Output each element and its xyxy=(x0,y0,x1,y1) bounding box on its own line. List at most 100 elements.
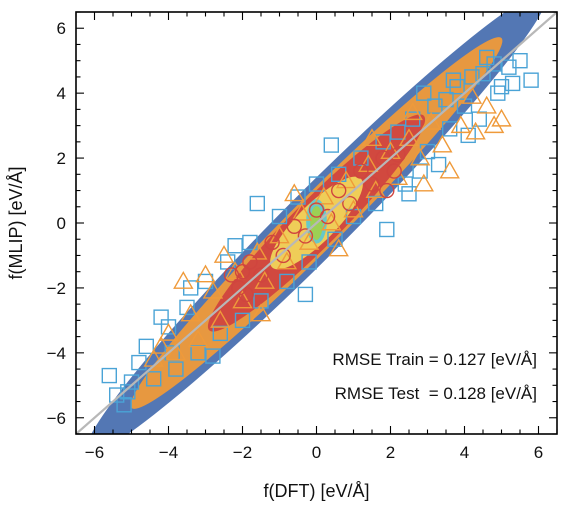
x-tick-label: −6 xyxy=(85,443,104,462)
triangle-point-43 xyxy=(213,245,235,263)
square-point-60 xyxy=(416,85,432,101)
rmse-train-annotation: RMSE Train = 0.127 [eV/Å] xyxy=(332,350,537,369)
square-point-2 xyxy=(523,72,539,88)
square-point-51 xyxy=(401,186,417,202)
triangle-point-28 xyxy=(187,329,209,348)
square-point-25 xyxy=(331,166,347,183)
triangle-point-15 xyxy=(335,170,357,189)
circle-point-5 xyxy=(331,182,347,199)
rmse-test-annotation: RMSE Test = 0.128 [eV/Å] xyxy=(335,384,537,403)
square-point-42 xyxy=(145,371,162,387)
triangle-point-4 xyxy=(450,115,472,134)
square-point-61 xyxy=(205,348,221,364)
circle-point-9 xyxy=(286,218,302,234)
triangle-point-39 xyxy=(173,271,194,289)
circle-point-18 xyxy=(390,147,406,163)
square-point-12 xyxy=(471,111,487,127)
triangle-point-25 xyxy=(224,261,246,280)
square-point-5 xyxy=(475,65,491,82)
plot-area xyxy=(76,12,557,434)
square-point-43 xyxy=(138,338,155,355)
square-point-7 xyxy=(490,85,506,101)
triangle-point-2 xyxy=(465,121,486,140)
square-point-21 xyxy=(375,134,391,150)
square-point-50 xyxy=(227,238,243,254)
triangle-point-20 xyxy=(276,251,298,270)
triangle-point-33 xyxy=(150,335,172,354)
square-point-40 xyxy=(168,361,184,377)
square-point-8 xyxy=(479,49,495,66)
square-point-14 xyxy=(442,121,458,137)
data-points xyxy=(101,49,539,413)
square-point-48 xyxy=(116,397,132,413)
triangle-point-37 xyxy=(361,128,383,147)
circle-point-15 xyxy=(223,267,240,283)
square-point-44 xyxy=(123,374,140,390)
square-point-52 xyxy=(323,137,339,153)
square-point-56 xyxy=(379,221,395,238)
circle-point-12 xyxy=(253,267,269,283)
square-point-33 xyxy=(242,234,258,251)
square-point-59 xyxy=(153,309,169,325)
triangle-point-26 xyxy=(210,309,231,328)
square-point-31 xyxy=(271,208,288,225)
x-tick-label: −4 xyxy=(159,443,178,462)
circle-point-8 xyxy=(297,228,314,244)
square-point-47 xyxy=(101,367,118,384)
square-point-57 xyxy=(249,195,266,212)
triangle-point-5 xyxy=(461,85,483,104)
triangle-point-36 xyxy=(250,303,272,322)
square-point-38 xyxy=(190,345,206,361)
square-point-54 xyxy=(430,156,447,173)
y-tick-label: 6 xyxy=(57,19,66,38)
triangle-point-41 xyxy=(284,183,305,202)
square-point-27 xyxy=(308,176,325,192)
square-point-19 xyxy=(390,124,406,140)
square-point-18 xyxy=(412,163,428,179)
triangle-point-17 xyxy=(313,186,335,205)
square-point-28 xyxy=(301,254,317,270)
square-point-36 xyxy=(212,325,229,342)
square-point-39 xyxy=(179,299,195,316)
circle-point-7 xyxy=(308,202,325,218)
y-tick-label: −6 xyxy=(47,409,66,428)
triangle-point-7 xyxy=(420,111,442,130)
tick-labels: −6 −4 −2 0 2 4 6 −6 −4 −2 0 2 4 6 xyxy=(47,19,544,462)
circle-point-10 xyxy=(275,247,291,264)
square-point-32 xyxy=(253,293,269,309)
x-tick-label: 0 xyxy=(312,443,321,462)
y-tick-label: 4 xyxy=(57,84,66,103)
triangle-point-35 xyxy=(402,102,423,121)
x-tick-label: 4 xyxy=(460,443,469,462)
triangle-point-22 xyxy=(254,271,275,289)
circle-point-11 xyxy=(264,234,280,251)
circle-point-4 xyxy=(342,195,358,212)
triangle-point-18 xyxy=(298,232,320,250)
triangle-point-14 xyxy=(343,199,364,218)
y-axis-title: f(MLIP) [eV/Å] xyxy=(6,166,26,279)
triangle-point-34 xyxy=(195,264,216,283)
square-point-53 xyxy=(297,286,314,303)
square-point-45 xyxy=(120,384,136,400)
square-point-22 xyxy=(368,195,384,212)
triangle-point-6 xyxy=(432,134,453,153)
triangle-point-27 xyxy=(202,280,224,299)
circle-point-16 xyxy=(379,182,395,199)
triangle-point-38 xyxy=(439,160,460,179)
y-tick-label: −4 xyxy=(47,344,66,363)
y-tick-label: −2 xyxy=(47,279,66,298)
circle-point-0 xyxy=(386,163,402,179)
triangle-point-31 xyxy=(158,322,179,341)
x-axis-title: f(DFT) [eV/Å] xyxy=(263,481,369,501)
triangle-point-24 xyxy=(232,290,253,309)
triangle-point-3 xyxy=(483,115,505,134)
circle-point-17 xyxy=(238,286,254,303)
square-point-1 xyxy=(512,52,528,69)
reference-line xyxy=(76,12,557,434)
triangle-point-16 xyxy=(321,212,342,231)
y-tick-label: 2 xyxy=(57,149,66,168)
triangle-point-10 xyxy=(387,167,409,186)
circle-point-13 xyxy=(242,254,258,270)
x-tick-label: 2 xyxy=(386,443,395,462)
